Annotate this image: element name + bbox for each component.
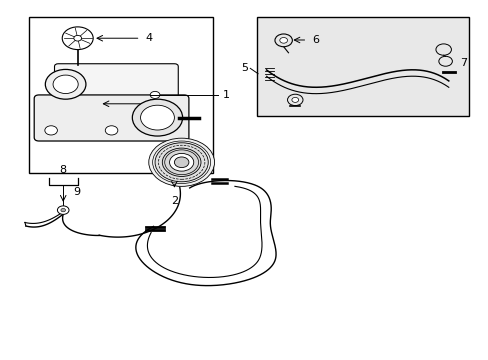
Circle shape <box>53 75 78 94</box>
Text: 5: 5 <box>241 63 248 73</box>
Circle shape <box>274 34 292 47</box>
Circle shape <box>438 56 451 66</box>
Circle shape <box>155 143 208 182</box>
Circle shape <box>132 99 182 136</box>
Bar <box>29 17 213 173</box>
Circle shape <box>57 206 69 215</box>
Circle shape <box>279 37 287 43</box>
Text: 4: 4 <box>145 33 152 43</box>
Text: 1: 1 <box>223 90 229 100</box>
Circle shape <box>62 27 93 50</box>
Circle shape <box>140 105 174 130</box>
Text: 2: 2 <box>170 196 178 206</box>
Circle shape <box>45 126 57 135</box>
FancyBboxPatch shape <box>34 95 188 141</box>
Circle shape <box>105 126 118 135</box>
Circle shape <box>61 208 65 212</box>
Circle shape <box>169 153 193 171</box>
Text: 6: 6 <box>311 35 319 45</box>
Text: 7: 7 <box>459 58 466 68</box>
Circle shape <box>174 157 188 168</box>
Circle shape <box>291 98 298 102</box>
FancyBboxPatch shape <box>54 64 178 119</box>
Text: 9: 9 <box>73 188 80 197</box>
Circle shape <box>45 69 86 99</box>
Circle shape <box>435 44 450 55</box>
Bar <box>256 17 468 116</box>
Circle shape <box>162 148 201 176</box>
Text: 8: 8 <box>60 165 67 175</box>
Circle shape <box>148 138 214 186</box>
Circle shape <box>74 35 81 41</box>
Text: 3: 3 <box>147 99 155 109</box>
Circle shape <box>150 91 160 99</box>
Circle shape <box>287 94 303 105</box>
